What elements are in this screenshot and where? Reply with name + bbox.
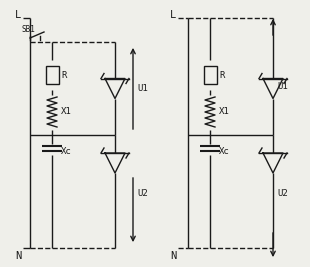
Text: L: L: [170, 10, 176, 20]
Text: Xc: Xc: [61, 147, 72, 156]
Text: N: N: [15, 251, 21, 261]
Text: L: L: [15, 10, 21, 20]
Text: Xc: Xc: [219, 147, 230, 156]
Text: R: R: [61, 70, 66, 80]
Bar: [46, 66, 59, 84]
Text: N: N: [170, 251, 176, 261]
Bar: [203, 66, 216, 84]
Text: U1: U1: [137, 84, 148, 93]
Text: R: R: [219, 70, 224, 80]
Text: X1: X1: [61, 108, 72, 116]
Text: U2: U2: [137, 189, 148, 198]
Text: X1: X1: [219, 108, 230, 116]
Text: U1: U1: [277, 82, 288, 91]
Text: U2: U2: [277, 189, 288, 198]
Text: SB1: SB1: [22, 26, 36, 34]
